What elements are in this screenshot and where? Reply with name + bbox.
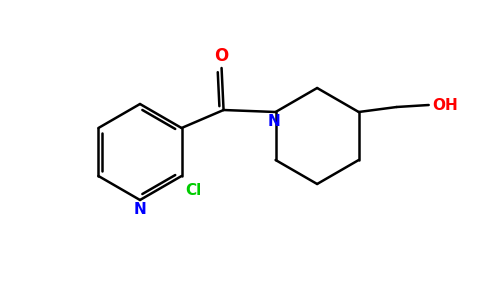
Text: O: O bbox=[214, 47, 229, 65]
Text: N: N bbox=[134, 202, 146, 217]
Text: Cl: Cl bbox=[185, 182, 202, 197]
Text: N: N bbox=[267, 115, 280, 130]
Text: OH: OH bbox=[432, 98, 457, 112]
